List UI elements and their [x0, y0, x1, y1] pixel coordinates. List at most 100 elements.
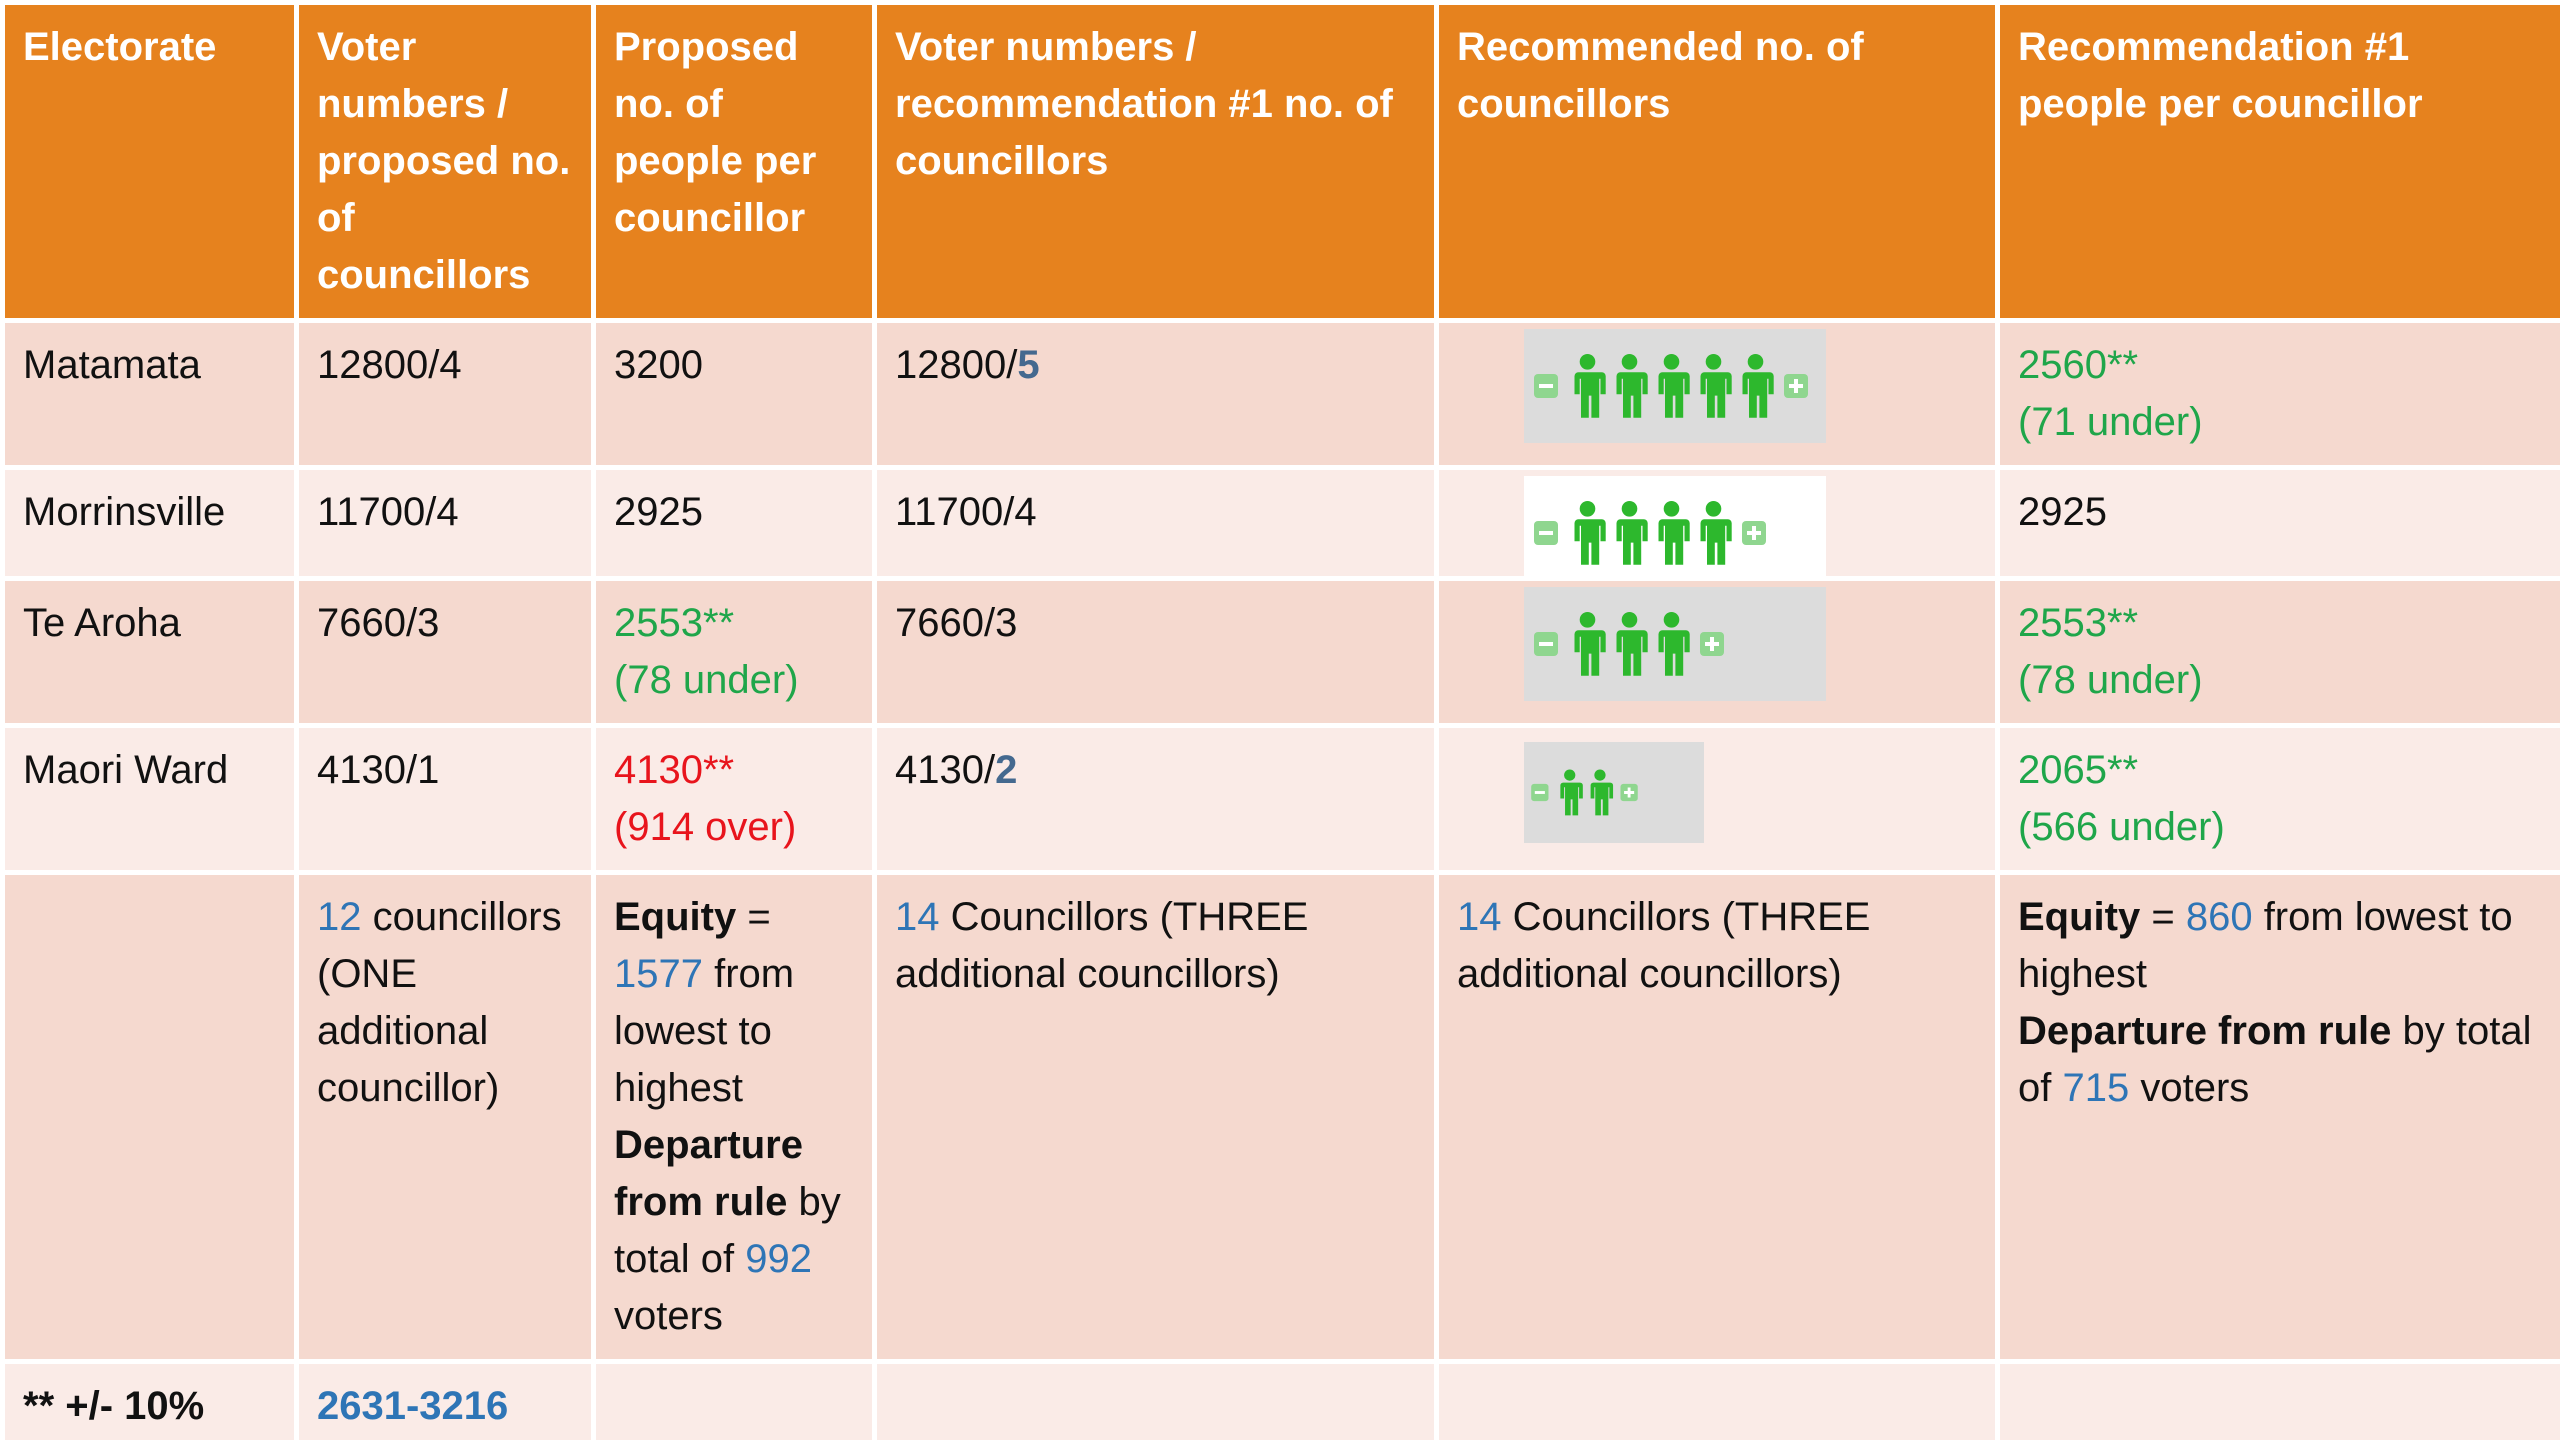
- icon-group: [1531, 769, 1638, 816]
- councillor-icon: [1589, 769, 1614, 816]
- cell-text: Councillors (THREE additional councillor…: [1457, 895, 1871, 996]
- table-cell: 3200: [591, 318, 877, 470]
- cell-paragraph: 11700/4: [895, 484, 1416, 541]
- cell-paragraph: (78 under): [2018, 652, 2542, 709]
- councillor-icon: [1699, 501, 1732, 565]
- header-cell: Recommendation #1 people per councillor: [1995, 0, 2560, 323]
- icon-head: [1663, 354, 1680, 370]
- councillor-icons: [1524, 587, 1826, 701]
- cell-text: 860: [2185, 895, 2253, 939]
- table-cell: 2631-3216: [294, 1359, 596, 1440]
- cell-paragraph: (914 over): [614, 799, 854, 856]
- header-cell: Electorate: [0, 0, 299, 323]
- icon-head: [1579, 501, 1596, 517]
- button-sign: [1624, 787, 1635, 798]
- icon-body: [1657, 519, 1690, 565]
- cell-text: (566 under): [2018, 805, 2225, 849]
- cell-text: 2553**: [2018, 601, 2139, 645]
- icon-group: [1534, 354, 1808, 418]
- councillor-icon: [1559, 769, 1583, 816]
- table-cell: 2553** (78 under): [1995, 576, 2560, 728]
- icon-body: [1615, 519, 1648, 565]
- table-cell: 4130** (914 over): [591, 723, 877, 875]
- cell-text: 3200: [614, 343, 703, 387]
- cell-paragraph: 14 Councillors (THREE additional council…: [895, 889, 1416, 1003]
- icon-head: [1705, 501, 1722, 517]
- cell-paragraph: 4130/1: [317, 742, 573, 799]
- cell-text: Maori Ward: [23, 748, 229, 792]
- icon-body: [1559, 782, 1583, 816]
- cell-text: 2631-3216: [317, 1384, 509, 1428]
- table-row: Maori Ward 4130/1 4130** (914 over) 4130/2 20…: [0, 723, 2560, 875]
- cell-paragraph: Morrinsville: [23, 484, 276, 541]
- icon-head: [1663, 612, 1680, 628]
- table-cell: 12800/4: [294, 318, 596, 470]
- table-cell: 2560** (71 under): [1995, 318, 2560, 470]
- cell-text: 14: [1457, 895, 1502, 939]
- cell-text: 2560**: [2018, 343, 2139, 387]
- cell-text: 4130**: [614, 748, 735, 792]
- cell-text: 11700/4: [317, 490, 459, 534]
- icon-head: [1621, 354, 1638, 370]
- cell-paragraph: Matamata: [23, 337, 276, 394]
- cell-text: 715: [2062, 1066, 2130, 1110]
- table-row: Te Aroha 7660/3 2553** (78 under) 7660/3 2553…: [0, 576, 2560, 728]
- icon-head: [1747, 354, 1764, 370]
- councillor-icon: [1657, 501, 1690, 565]
- cell-text: 12: [317, 895, 362, 939]
- table-cell: 14 Councillors (THREE additional council…: [872, 870, 1439, 1364]
- cell-paragraph: ** +/- 10% rule: [23, 1378, 276, 1440]
- cell-text: Morrinsville: [23, 490, 226, 534]
- cell-text: 7660/3: [317, 601, 440, 645]
- cell-paragraph: 2553**: [2018, 595, 2542, 652]
- cell-text: Equity: [614, 895, 737, 939]
- table-cell: [1995, 1359, 2560, 1440]
- councillor-icon: [1657, 612, 1690, 676]
- table-cell: 2065** (566 under): [1995, 723, 2560, 875]
- table-cell: 11700/4: [872, 465, 1439, 581]
- cell-text: (71 under): [2018, 400, 2203, 444]
- table-row: ** +/- 10% rule 2631-3216: [0, 1359, 2560, 1440]
- icon-body: [1615, 630, 1648, 676]
- table-cell: 12 councillors (ONE additional councillo…: [294, 870, 596, 1364]
- cell-text: =: [2140, 895, 2186, 939]
- header-row: Electorate Voter numbers / proposed no. o…: [0, 0, 2560, 323]
- cell-paragraph: 2065**: [2018, 742, 2542, 799]
- councillor-icon: [1573, 612, 1606, 676]
- councillor-icon: [1699, 354, 1732, 418]
- table-cell: 4130/1: [294, 723, 596, 875]
- icon-head: [1564, 769, 1576, 781]
- table-cell: 12800/5: [872, 318, 1439, 470]
- table-row: 12 councillors (ONE additional councillo…: [0, 870, 2560, 1364]
- table-cell: 2553** (78 under): [591, 576, 877, 728]
- table-cell: 11700/4: [294, 465, 596, 581]
- cell-text: 4130/1: [317, 748, 440, 792]
- cell-text: 1577: [614, 952, 703, 996]
- icon-head: [1579, 354, 1596, 370]
- cell-text: (914 over): [614, 805, 797, 849]
- cell-paragraph: 7660/3: [895, 595, 1416, 652]
- cell-paragraph: 2925: [2018, 484, 2542, 541]
- cell-text: voters: [614, 1294, 723, 1338]
- cell-paragraph: Equity = 860 from lowest to highest: [2018, 889, 2542, 1003]
- icon-head: [1663, 501, 1680, 517]
- table-row: Matamata 12800/4 3200 12800/5 2560** (71 unde…: [0, 318, 2560, 470]
- cell-paragraph: 14 Councillors (THREE additional council…: [1457, 889, 1977, 1003]
- cell-text: Matamata: [23, 343, 201, 387]
- councillor-icon: [1573, 354, 1606, 418]
- cell-text: 5: [1017, 343, 1040, 387]
- councillor-icons: [1524, 742, 1704, 843]
- cell-text: 2: [995, 748, 1018, 792]
- cell-paragraph: Departure from rule by total of 715 vote…: [2018, 1003, 2542, 1117]
- cell-paragraph: 3200: [614, 337, 854, 394]
- cell-paragraph: (71 under): [2018, 394, 2542, 451]
- cell-paragraph: 4130**: [614, 742, 854, 799]
- cell-text: councillors (ONE additional councillor): [317, 895, 562, 1110]
- button-sign: [1747, 526, 1761, 540]
- cell-text: 7660/3: [895, 601, 1018, 645]
- table-cell: 2925: [1995, 465, 2560, 581]
- councillor-icon: [1615, 501, 1648, 565]
- cell-text: 4130/: [895, 748, 996, 792]
- cell-paragraph: Equity = 1577 from lowest to highest Dep…: [614, 889, 854, 1345]
